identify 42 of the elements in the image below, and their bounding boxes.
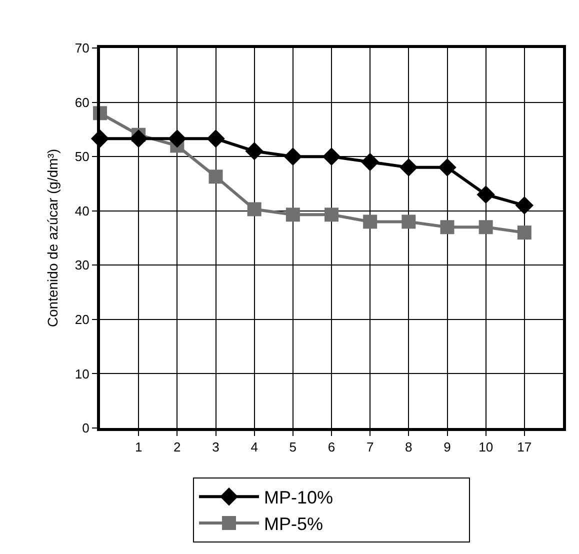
point (517, 226, 532, 240)
x-tick-label: 10 (478, 440, 494, 455)
x-tick-label: 7 (366, 440, 374, 455)
y-tick-label: 60 (74, 94, 90, 110)
y-tick-label: 50 (74, 149, 90, 164)
point (476, 185, 495, 204)
point (247, 202, 262, 216)
point (322, 147, 341, 166)
y-tick-label: 10 (74, 366, 90, 382)
y-tick-label: 70 (74, 40, 90, 56)
x-tick-label: 9 (444, 440, 451, 455)
point (168, 130, 186, 148)
point (360, 152, 380, 172)
point (284, 147, 302, 166)
point (206, 130, 225, 148)
point (208, 170, 223, 184)
x-tick-label: 5 (289, 440, 297, 455)
point (402, 214, 416, 229)
point (440, 220, 454, 234)
y-tick-label: 30 (74, 258, 90, 273)
point (129, 130, 148, 148)
x-tick-label: 4 (250, 440, 258, 455)
x-tick-label: 2 (174, 440, 181, 455)
x-tick-label: 8 (405, 440, 412, 455)
x-tick-label: 17 (517, 440, 532, 455)
point (286, 208, 300, 222)
point (363, 214, 378, 229)
y-tick-label: 40 (74, 203, 90, 218)
x-tick-label: 1 (134, 440, 142, 455)
point (324, 208, 338, 222)
x-tick-label: 3 (212, 440, 220, 455)
y-tick-label: 0 (82, 420, 90, 436)
legend-label: MP-10% (264, 488, 334, 508)
point (245, 142, 264, 160)
point (438, 158, 456, 177)
point (478, 220, 493, 234)
point (400, 158, 418, 177)
y-tick-label: 20 (74, 312, 90, 327)
y-axis-title: Contenido de azúcar (g/dm³) (44, 148, 61, 328)
legend-label: MP-5% (264, 514, 324, 534)
x-tick-label: 6 (328, 440, 336, 455)
point (515, 196, 534, 215)
